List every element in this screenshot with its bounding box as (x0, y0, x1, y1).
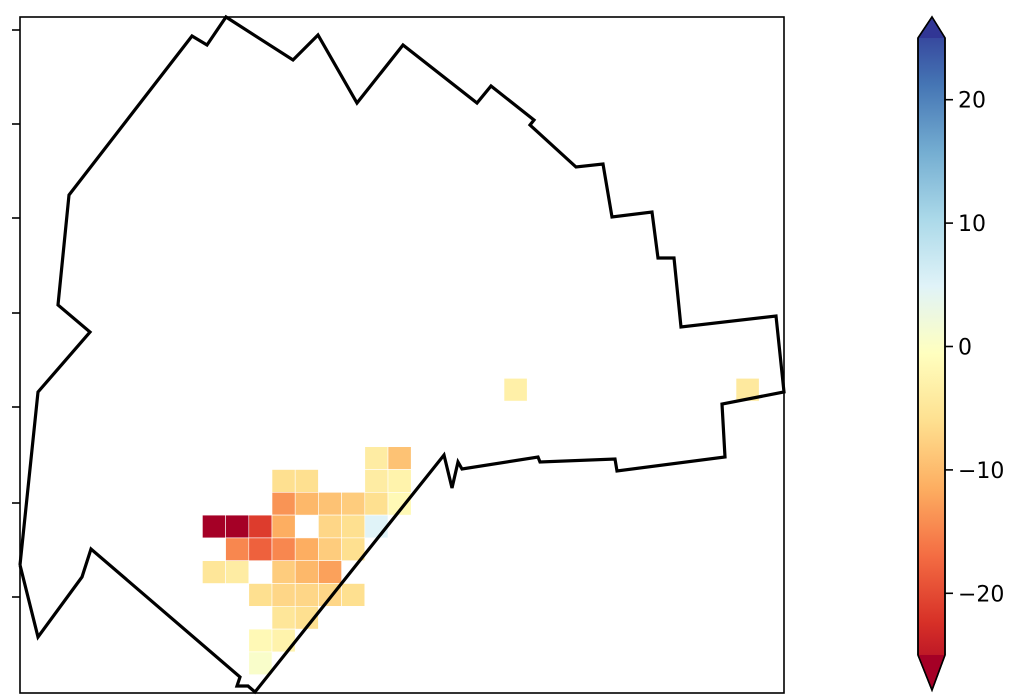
heatmap-cell (271, 583, 296, 607)
heatmap-cell (364, 491, 389, 516)
colorbar-ticks: 20 10 0 −10 −20 (945, 89, 1004, 607)
colorbar-tick-label: 0 (958, 336, 972, 361)
y-axis-ticks (12, 29, 20, 598)
heatmap-cell (225, 560, 250, 584)
heatmap-cell (202, 560, 226, 584)
colorbar: 20 10 0 −10 −20 (917, 15, 1004, 693)
heatmap-cell (341, 583, 366, 607)
heatmap-cell (364, 446, 389, 470)
region-boundary (18, 14, 786, 695)
heatmap-cell (294, 583, 319, 607)
colorbar-top-extension (918, 17, 945, 38)
heatmap-cell (271, 605, 296, 630)
heatmap-cell (503, 377, 528, 402)
heatmap-cell (271, 514, 296, 539)
heatmap-cell (271, 469, 296, 493)
heatmap-cell (294, 537, 319, 562)
colorbar-outline (917, 15, 946, 693)
heatmap-cell (735, 377, 760, 402)
colorbar-bottom-extension (918, 655, 945, 690)
heatmap-cell (248, 651, 273, 676)
plot-frame (19, 16, 785, 694)
heatmap-cell (248, 514, 273, 539)
heatmap-cell (248, 628, 273, 653)
heatmap-cell (271, 537, 296, 562)
heatmap-cell (271, 491, 296, 516)
heatmap-cell (271, 560, 296, 584)
heatmap-cell (318, 537, 342, 562)
heatmap-cell (294, 469, 319, 493)
colorbar-tick-label: −20 (958, 582, 1004, 607)
heatmap-cell (225, 537, 250, 562)
colorbar-body (917, 15, 946, 693)
heatmap-cell (318, 560, 342, 584)
heatmap-cell (341, 491, 366, 516)
heatmap-cell (387, 469, 412, 493)
heatmap-cell (364, 514, 389, 539)
heatmap-cell (387, 491, 412, 516)
heatmap-cell (341, 537, 366, 562)
heatmap-cell (202, 514, 226, 539)
colorbar-tick-label: 20 (958, 89, 986, 114)
heatmap-cell (318, 514, 342, 539)
heatmap-cell (318, 491, 342, 516)
heatmap-cell (341, 514, 366, 539)
heatmap-cell (387, 446, 412, 470)
heatmap-cell (225, 514, 250, 539)
heatmap-cell (248, 583, 273, 607)
heatmap-cell (294, 560, 319, 584)
heatmap-cells (202, 377, 760, 676)
colorbar-tick-label: −10 (958, 459, 1004, 484)
heatmap-cell (364, 469, 389, 493)
colorbar-tick-label: 10 (958, 212, 986, 237)
heatmap-cell (294, 491, 319, 516)
heatmap-cell (248, 537, 273, 562)
